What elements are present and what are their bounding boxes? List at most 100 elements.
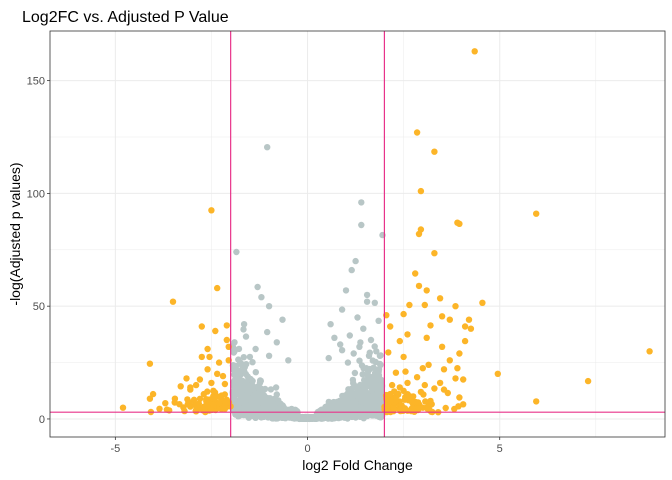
not-significant-points: [229, 144, 386, 423]
sig-point-101: [162, 400, 169, 407]
ns-point-6: [348, 266, 355, 274]
y-tick-label-3: 150: [27, 76, 45, 88]
ns-cloud-point: [248, 399, 256, 407]
sig-point-102: [119, 404, 127, 411]
sig-point-51: [417, 388, 425, 396]
sig-point-72: [208, 207, 215, 214]
y-axis-title: -log(Adjusted p values): [7, 162, 23, 305]
sig-filler-point: [394, 390, 402, 397]
ns-cloud-point: [254, 383, 262, 390]
sig-point-17: [452, 303, 459, 310]
x-tick-label-2: 5: [497, 443, 503, 455]
ns-cloud-point: [260, 411, 267, 418]
ns-cloud-point: [350, 410, 357, 417]
ns-point-11: [265, 303, 273, 310]
sig-point-62: [419, 404, 426, 411]
ns-cloud-point: [350, 379, 357, 387]
sig-point-53: [387, 390, 394, 398]
sig-point-54: [410, 393, 417, 400]
ns-cloud-point: [314, 410, 321, 417]
ns-point-22: [242, 333, 250, 340]
ns-cloud-point: [359, 371, 366, 378]
ns-cloud-point: [368, 385, 376, 393]
ns-point-0: [264, 144, 271, 151]
sig-point-9: [431, 250, 438, 257]
sig-point-83: [215, 359, 223, 366]
sig-point-113: [219, 372, 227, 380]
sig-point-80: [204, 345, 211, 353]
sig-point-41: [494, 370, 501, 377]
ns-cloud-point: [274, 413, 281, 420]
sig-point-42: [436, 379, 444, 387]
sig-filler-point: [409, 399, 416, 407]
sig-point-47: [421, 381, 428, 389]
ns-cloud-point: [230, 362, 237, 369]
sig-point-68: [396, 384, 403, 391]
sig-point-100: [146, 395, 154, 402]
sig-point-71: [402, 368, 409, 375]
sig-point-27: [467, 325, 475, 332]
ns-cloud-point: [359, 382, 366, 389]
sig-point-23: [404, 331, 411, 338]
sig-point-22: [387, 323, 394, 330]
sig-point-12: [423, 287, 430, 294]
sig-point-96: [200, 390, 207, 398]
ns-cloud-point: [320, 407, 328, 414]
sig-point-97: [171, 395, 179, 402]
ns-cloud-point: [360, 406, 367, 413]
significant-points: [119, 48, 653, 416]
sig-point-89: [183, 375, 190, 382]
sig-point-40: [392, 369, 400, 376]
sig-point-82: [206, 353, 213, 361]
major-grid: [50, 31, 665, 437]
sig-point-78: [223, 336, 230, 344]
ns-point-7: [254, 283, 261, 291]
sig-point-29: [396, 337, 403, 345]
ns-cloud-point: [378, 384, 386, 391]
ns-cloud-point: [253, 403, 260, 410]
ns-cloud-point: [275, 397, 282, 404]
sig-point-38: [454, 365, 461, 372]
ns-point-38: [246, 353, 254, 361]
sig-point-35: [400, 353, 407, 361]
sig-point-59: [427, 397, 434, 405]
sig-point-0: [471, 48, 478, 55]
ns-cloud-point: [358, 362, 366, 369]
ns-point-2: [358, 221, 365, 229]
sig-point-88: [196, 376, 204, 383]
ns-point-1: [358, 199, 365, 206]
ns-cloud-point: [241, 400, 248, 407]
ns-cloud-point: [365, 392, 372, 400]
sig-point-86: [204, 366, 211, 373]
ns-point-25: [331, 334, 338, 341]
sig-point-112: [190, 396, 198, 403]
ns-cloud-point: [232, 370, 239, 377]
ns-cloud-point: [252, 369, 259, 376]
ns-point-24: [273, 339, 280, 346]
sig-point-98: [214, 393, 221, 400]
sig-point-5: [456, 220, 463, 227]
sig-point-64: [390, 405, 398, 412]
ns-point-41: [356, 343, 363, 350]
ns-cloud-point: [369, 357, 376, 364]
ns-cloud-point: [373, 348, 380, 355]
ns-cloud-point: [252, 390, 259, 397]
ns-point-10: [342, 287, 350, 294]
sig-point-20: [400, 310, 407, 318]
ns-point-39: [337, 341, 344, 348]
ns-point-23: [346, 332, 353, 339]
sig-point-58: [392, 397, 400, 405]
ns-point-21: [375, 317, 382, 324]
sig-point-24: [427, 322, 434, 329]
x-tick-label-0: -5: [110, 443, 120, 455]
ns-cloud-point: [351, 369, 359, 377]
ns-cloud-point: [260, 400, 267, 407]
ns-point-35: [237, 359, 244, 366]
ns-cloud-point: [267, 386, 275, 393]
ns-point-36: [377, 361, 384, 368]
ns-cloud-point: [257, 377, 264, 384]
sig-point-48: [431, 385, 438, 392]
y-tick-label-1: 50: [33, 301, 45, 313]
sig-point-103: [187, 403, 194, 410]
